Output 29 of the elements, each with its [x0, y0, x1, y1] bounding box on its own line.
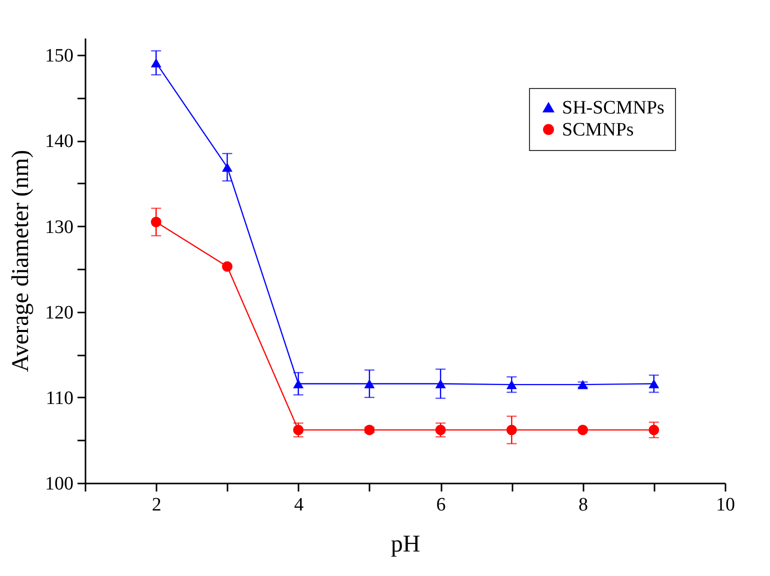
point	[506, 424, 517, 436]
x-axis-title: pH	[390, 532, 420, 558]
point	[150, 58, 162, 68]
y-axis-title: Average diameter (nm)	[8, 150, 34, 372]
y-tick-label: 140	[45, 131, 74, 152]
y-tick-label: 110	[46, 388, 74, 409]
x-tick-label: 4	[294, 494, 304, 516]
point	[435, 379, 446, 388]
x-tick-label: 2	[152, 494, 162, 516]
x-tick-label: 6	[436, 494, 446, 516]
point	[435, 424, 446, 436]
point	[648, 424, 660, 436]
legend-label: SCMNPs	[562, 120, 634, 140]
y-tick-label: 130	[45, 216, 74, 238]
y-tick-label: 120	[45, 302, 74, 324]
point	[293, 379, 304, 388]
y-tick-label: 150	[45, 46, 74, 67]
x-tick-label: 10	[716, 494, 735, 516]
point	[364, 379, 375, 388]
point	[222, 261, 232, 272]
point	[506, 380, 517, 390]
point	[578, 424, 588, 436]
point	[222, 162, 232, 172]
legend-label: SH-SCMNPs	[562, 98, 664, 118]
x-tick-label: 8	[578, 494, 588, 516]
point	[293, 424, 304, 436]
y-tick-label: 100	[45, 474, 74, 494]
point	[150, 216, 162, 228]
point	[648, 379, 660, 388]
